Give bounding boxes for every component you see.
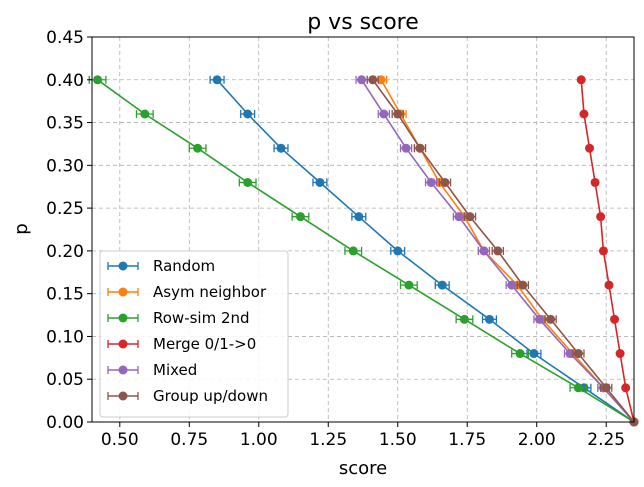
legend-item: Mixed (107, 361, 197, 379)
legend-marker (118, 287, 128, 297)
y-tick-label: 0.15 (46, 285, 84, 305)
data-point (604, 280, 614, 290)
data-point (546, 314, 556, 324)
data-point (348, 246, 358, 256)
data-point (404, 280, 414, 290)
y-tick-label: 0.25 (46, 199, 84, 219)
legend-marker (118, 261, 128, 271)
x-tick-label: 1.75 (448, 430, 486, 450)
legend-marker (118, 339, 128, 349)
chart-title: p vs score (307, 10, 419, 35)
x-tick-label: 1.25 (309, 430, 347, 450)
data-point (393, 109, 403, 119)
y-tick-label: 0.45 (46, 28, 84, 48)
data-point (379, 109, 389, 119)
data-point (534, 314, 544, 324)
data-point (357, 75, 367, 85)
data-point (590, 177, 600, 187)
x-tick-label: 0.50 (101, 430, 139, 450)
data-point (615, 349, 625, 359)
data-point (576, 75, 586, 85)
data-point (465, 212, 475, 222)
y-axis-ticks: 0.00 0.05 0.10 0.15 0.20 0.25 0.30 0.35 0.40 0.45 (46, 28, 92, 433)
data-point (610, 314, 620, 324)
y-axis-label: p (11, 223, 32, 234)
data-point (507, 280, 517, 290)
data-point (529, 349, 539, 359)
legend-label: Row-sim 2nd (153, 309, 250, 327)
series-random (209, 75, 639, 427)
legend-label: Mixed (153, 361, 197, 379)
data-point (573, 383, 583, 393)
x-tick-label: 0.75 (170, 430, 208, 450)
y-tick-label: 0.20 (46, 242, 84, 262)
data-point (573, 349, 583, 359)
y-tick-label: 0.10 (46, 327, 84, 347)
x-axis-ticks: 0.50 0.75 1.00 1.25 1.50 1.75 2.00 2.25 (101, 422, 625, 450)
legend-label: Asym neighbor (153, 283, 267, 301)
legend-marker (118, 313, 128, 323)
legend-item: Random (107, 257, 215, 275)
legend-label: Random (153, 257, 215, 275)
y-tick-label: 0.30 (46, 156, 84, 176)
data-point (243, 109, 253, 119)
data-point (440, 177, 450, 187)
data-point (393, 246, 403, 256)
data-point (212, 75, 222, 85)
data-point (621, 383, 631, 393)
data-point (518, 280, 528, 290)
series-row-sim-2nd (88, 75, 639, 427)
y-tick-label: 0.05 (46, 370, 84, 390)
data-point (426, 177, 436, 187)
data-point (454, 212, 464, 222)
legend-item: Group up/down (107, 387, 268, 405)
data-point (415, 143, 425, 153)
legend-label: Group up/down (153, 387, 268, 405)
data-point (354, 212, 364, 222)
legend: Random Asym neighbor Row-sim 2nd Merge 0/1-… (99, 250, 289, 418)
y-tick-label: 0.40 (46, 71, 84, 91)
data-point (601, 383, 611, 393)
y-tick-label: 0.35 (46, 114, 84, 134)
data-point (295, 212, 305, 222)
legend-item: Merge 0/1->0 (107, 335, 256, 353)
legend-item: Row-sim 2nd (107, 309, 250, 327)
data-point (459, 314, 469, 324)
legend-box (99, 250, 289, 418)
data-point (243, 177, 253, 187)
x-tick-label: 2.00 (518, 430, 556, 450)
plot-frame (91, 36, 635, 423)
x-axis-label: score (339, 458, 387, 479)
legend-item: Asym neighbor (107, 283, 267, 301)
data-point (276, 143, 286, 153)
data-point (596, 212, 606, 222)
data-point (140, 109, 150, 119)
data-point (579, 109, 589, 119)
x-tick-label: 2.25 (587, 430, 625, 450)
x-tick-label: 1.50 (379, 430, 417, 450)
legend-marker (118, 391, 128, 401)
data-point (585, 143, 595, 153)
data-point (479, 246, 489, 256)
data-point (598, 246, 608, 256)
data-point (93, 75, 103, 85)
data-point (493, 246, 503, 256)
data-point (368, 75, 378, 85)
legend-marker (118, 365, 128, 375)
data-point (315, 177, 325, 187)
series-group-up-down (366, 75, 639, 427)
data-point (484, 314, 494, 324)
x-tick-label: 1.00 (240, 430, 278, 450)
data-point (193, 143, 203, 153)
series-layer (88, 75, 639, 427)
data-point (401, 143, 411, 153)
data-point (437, 280, 447, 290)
y-tick-label: 0.00 (46, 413, 84, 433)
legend-label: Merge 0/1->0 (153, 335, 256, 353)
data-point (515, 349, 525, 359)
